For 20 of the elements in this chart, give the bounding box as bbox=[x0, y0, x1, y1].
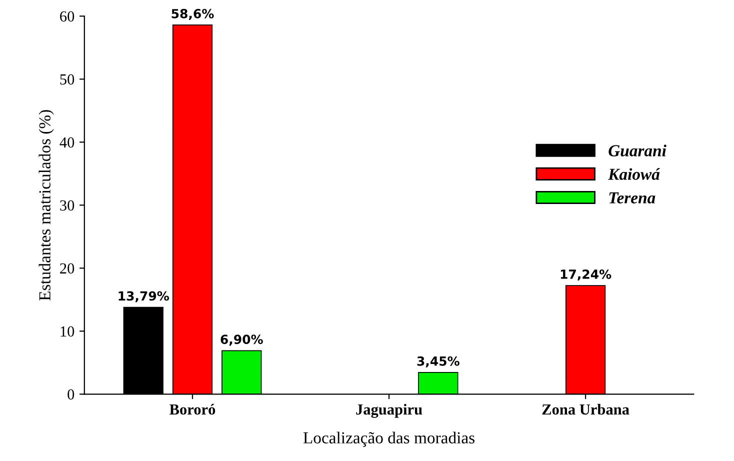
legend-label: Kaiowá bbox=[608, 168, 660, 180]
legend-label: Terena bbox=[609, 192, 656, 204]
legend-label: Guarani bbox=[608, 144, 666, 156]
data-label: 17,24% bbox=[560, 269, 612, 281]
y-tick-label: 10 bbox=[60, 326, 74, 337]
y-tick-label: 50 bbox=[60, 74, 74, 85]
x-tick-label: Bororó bbox=[170, 404, 216, 415]
data-label: 13,79% bbox=[118, 291, 169, 302]
x-axis-title: Localização das moradias bbox=[303, 432, 474, 447]
data-label: 58,6% bbox=[172, 8, 214, 20]
data-label: 6,90% bbox=[220, 334, 263, 346]
data-label: 3,45% bbox=[417, 356, 460, 368]
y-tick-label: 30 bbox=[60, 200, 74, 211]
y-tick-label: 0 bbox=[68, 389, 74, 400]
x-tick-label: Jaguapiru bbox=[356, 404, 422, 418]
y-axis-title: Estudantes matriculados (%) bbox=[38, 110, 54, 300]
y-tick-label: 20 bbox=[60, 263, 74, 274]
x-tick-label: Zona Urbana bbox=[542, 404, 630, 415]
y-tick-label: 40 bbox=[60, 137, 74, 148]
y-tick-label: 60 bbox=[60, 11, 74, 22]
